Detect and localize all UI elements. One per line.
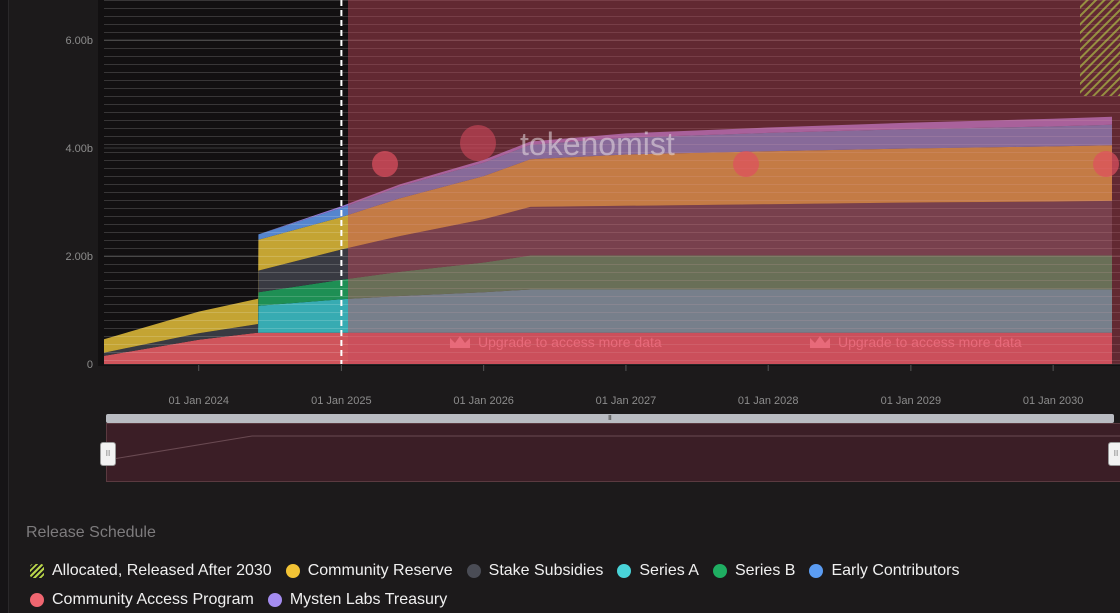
stacked-areas [104,0,1120,364]
legend-item[interactable]: Mysten Labs Treasury [267,590,448,609]
chart-svg: tokenomist Upgrade to access more data Upg… [65,0,1120,407]
lock-badge-icon [1093,151,1119,177]
legend-item[interactable]: Stake Subsidies [466,561,604,580]
x-tick-label: 01 Jan 2025 [311,395,372,407]
x-tick-label: 01 Jan 2027 [596,395,657,407]
navigator-right-handle[interactable]: II [1108,442,1120,466]
legend: Allocated, Released After 2030 Community … [30,561,1110,609]
y-tick-label: 0 [87,359,93,371]
legend-item[interactable]: Community Reserve [285,561,453,580]
lock-badge-icon [733,151,759,177]
axes: 0 2.00b 4.00b 6.00b 01 Jan 2024 01 Jan 2025 01… [65,35,1083,407]
legend-item-label: Stake Subsidies [488,561,604,579]
upgrade-text: Upgrade to access more data [838,334,1022,350]
crown-icon [450,336,470,348]
locked-overlay: tokenomist Upgrade to access more data Upg… [340,0,1120,364]
release-schedule-chart[interactable]: tokenomist Upgrade to access more data Upg… [0,0,1120,412]
legend-item-label: Series B [734,561,796,579]
upgrade-banner: Upgrade to access more data [810,334,1022,350]
range-navigator[interactable]: III II II [100,414,1120,482]
legend-item-label: Community Access Program [52,590,254,608]
watermark-logo-icon [460,125,496,161]
navigator-left-handle[interactable]: II [100,442,116,466]
color-swatch-icon [809,563,824,578]
y-tick-label: 4.00b [65,143,93,155]
hatched-after-2030-area [1080,0,1120,96]
scrollbar-grip-icon[interactable]: III [608,415,612,422]
x-tick-label: 01 Jan 2029 [881,395,942,407]
legend-item[interactable]: Early Contributors [809,561,959,580]
watermark: tokenomist [460,125,675,162]
color-swatch-icon [267,592,282,607]
legend-item-label: Early Contributors [831,561,960,579]
legend-item[interactable]: Allocated, Released After 2030 [30,561,272,580]
color-swatch-icon [285,563,300,578]
navigator-window[interactable] [106,423,1120,482]
y-tick-label: 6.00b [65,35,93,47]
navigator-mini-line [107,435,1120,461]
legend-title: Release Schedule [26,524,156,541]
locked-region-overlay [348,0,1120,364]
left-rail [0,0,9,613]
color-swatch-icon [30,592,44,607]
color-swatch-icon [712,563,727,578]
color-swatch-icon [617,563,632,578]
legend-item[interactable]: Community Access Program [30,590,254,609]
hatched-swatch-icon [30,563,44,578]
upgrade-banner: Upgrade to access more data [450,334,662,350]
lock-badge-icon [372,151,398,177]
color-swatch-icon [466,563,481,578]
legend-item[interactable]: Series B [712,561,796,580]
crown-icon [810,336,830,348]
legend-item-label: Allocated, Released After 2030 [52,561,272,579]
x-tick-label: 01 Jan 2028 [738,395,799,407]
upgrade-text: Upgrade to access more data [478,334,662,350]
y-tick-label: 2.00b [65,251,93,263]
x-tick-label: 01 Jan 2026 [453,395,514,407]
legend-item-label: Series A [639,561,699,579]
x-tick-label: 01 Jan 2024 [168,395,229,407]
watermark-text: tokenomist [520,126,675,162]
x-tick-label: 01 Jan 2030 [1023,395,1084,407]
navigator-scrollbar[interactable]: III [106,414,1114,423]
legend-item-label: Community Reserve [307,561,453,579]
legend-item[interactable]: Series A [617,561,699,580]
stripe-texture [104,0,1120,364]
legend-item-label: Mysten Labs Treasury [289,590,448,608]
